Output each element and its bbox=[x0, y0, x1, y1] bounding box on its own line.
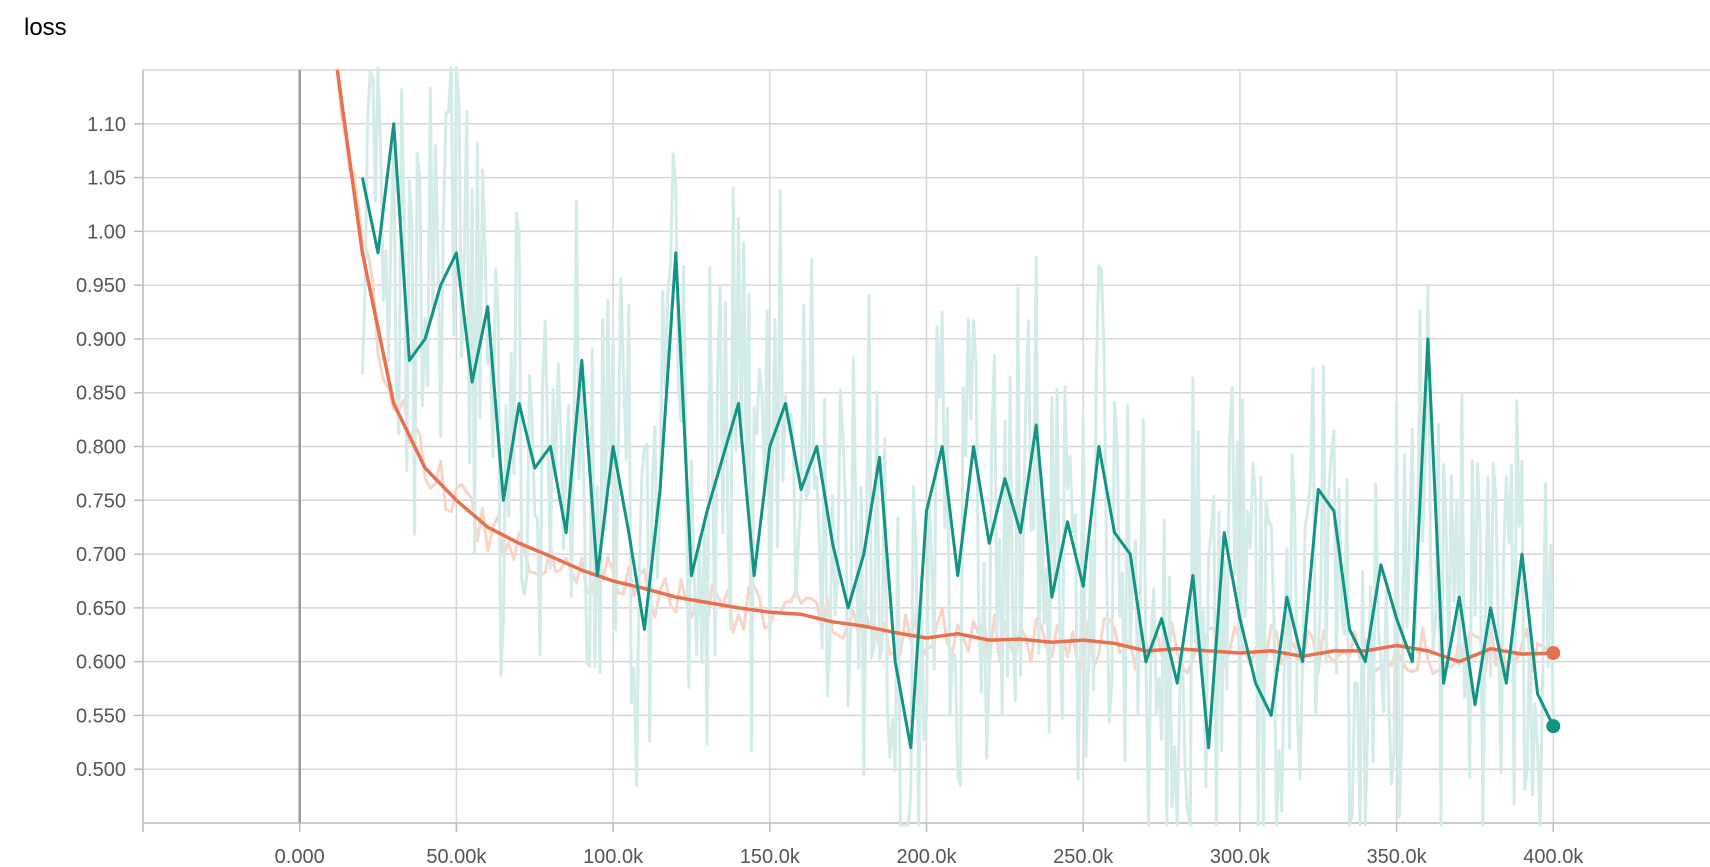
x-tick-label: 200.0k bbox=[896, 846, 957, 867]
y-tick-label: 0.700 bbox=[76, 544, 126, 566]
series-end-marker-2 bbox=[1546, 719, 1561, 734]
x-tick-labels: 0.000 50.00k 100.0k 150.0k 200.0k 250.0k 300.0… bbox=[275, 846, 1585, 867]
y-tick-label: 0.900 bbox=[76, 329, 126, 351]
x-tick-label: 300.0k bbox=[1210, 846, 1271, 867]
x-tick-label: 0.000 bbox=[275, 846, 325, 867]
raw-series bbox=[335, 66, 1555, 827]
y-tick-label: 0.750 bbox=[76, 490, 126, 512]
chart-title: loss bbox=[24, 14, 67, 41]
y-tick-label: 0.500 bbox=[76, 759, 126, 781]
axes bbox=[134, 70, 1710, 832]
y-tick-label: 1.05 bbox=[87, 168, 126, 190]
last-value-markers bbox=[1546, 646, 1561, 734]
series-end-marker-1 bbox=[1546, 646, 1561, 661]
y-tick-label: 0.650 bbox=[76, 598, 126, 620]
y-tick-label: 0.800 bbox=[76, 437, 126, 459]
y-tick-label: 0.600 bbox=[76, 652, 126, 674]
y-tick-label: 0.850 bbox=[76, 383, 126, 405]
y-tick-label: 1.10 bbox=[87, 114, 126, 136]
x-tick-label: 50.00k bbox=[426, 846, 487, 867]
series-line-2 bbox=[360, 122, 1555, 750]
x-tick-label: 150.0k bbox=[740, 846, 801, 867]
y-tick-label: 0.950 bbox=[76, 275, 126, 297]
y-tick-label: 1.00 bbox=[87, 221, 126, 243]
x-tick-label: 100.0k bbox=[583, 846, 644, 867]
series-line-1 bbox=[335, 69, 1554, 664]
y-tick-label: 0.550 bbox=[76, 705, 126, 727]
smoothed-series bbox=[335, 69, 1555, 750]
y-tick-labels: 1.10 1.05 1.00 0.950 0.900 0.850 0.800 0.750 0.7… bbox=[76, 114, 126, 781]
x-tick-label: 250.0k bbox=[1053, 846, 1114, 867]
x-tick-label: 400.0k bbox=[1523, 846, 1584, 867]
raw-series-line-2 bbox=[360, 66, 1555, 827]
x-tick-label: 350.0k bbox=[1367, 846, 1428, 867]
